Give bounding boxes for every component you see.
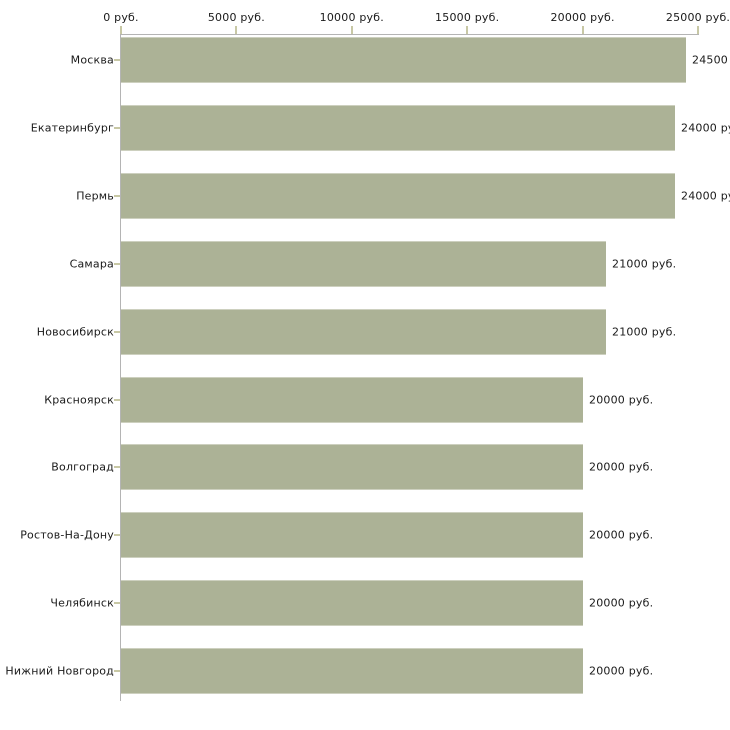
bar [121, 580, 583, 627]
x-axis-tick-label: 20000 руб. [550, 11, 615, 24]
bar [121, 104, 675, 151]
bar-value-label: 24000 руб. [681, 189, 730, 203]
x-axis-tick-mark [581, 26, 584, 34]
bar [121, 240, 606, 287]
y-axis-tick-mark [114, 602, 120, 605]
category-label: Москва [70, 53, 114, 67]
y-axis-tick-mark [114, 398, 120, 401]
category-label: Пермь [76, 189, 114, 203]
bar [121, 308, 606, 355]
bar [121, 648, 583, 695]
category-label: Нижний Новгород [5, 664, 114, 678]
y-axis-tick-mark [114, 330, 120, 333]
y-axis-tick-mark [114, 262, 120, 265]
x-axis-tick-label: 5000 руб. [207, 11, 265, 24]
bar-value-label: 20000 руб. [589, 528, 654, 542]
category-label: Ростов-На-Дону [20, 528, 114, 542]
x-axis-tick-mark [235, 26, 238, 34]
y-axis-line [120, 34, 121, 701]
y-axis-tick-mark [114, 466, 120, 469]
category-label: Екатеринбург [30, 121, 114, 135]
bar [121, 37, 686, 83]
bar-value-label: 20000 руб. [589, 664, 654, 678]
category-label: Самара [69, 257, 114, 271]
x-axis-tick-label: 0 руб. [103, 11, 139, 24]
x-axis-tick-mark [350, 26, 353, 34]
y-axis-tick-mark [114, 126, 120, 129]
bar [121, 172, 675, 219]
x-axis-tick-label: 15000 руб. [435, 11, 500, 24]
category-label: Красноярск [44, 393, 114, 406]
y-axis-tick-mark [114, 670, 120, 673]
bar [121, 444, 583, 491]
bar [121, 512, 583, 559]
category-label: Новосибирск [36, 325, 114, 339]
bar-value-label: 20000 руб. [589, 393, 654, 406]
x-axis-tick-label: 10000 руб. [319, 11, 384, 24]
bar-value-label: 20000 руб. [589, 596, 654, 610]
x-axis-tick-label: 25000 руб. [665, 11, 730, 24]
x-axis-tick-mark [466, 26, 469, 34]
category-label: Волгоград [51, 460, 114, 474]
x-axis-line [120, 34, 699, 35]
bar-value-label: 20000 руб. [589, 460, 654, 474]
x-axis-tick-mark [120, 26, 122, 34]
bar-value-label: 24500 руб. [692, 53, 730, 67]
bar [121, 376, 583, 423]
y-axis-tick-mark [114, 59, 120, 61]
bar-value-label: 21000 руб. [612, 257, 677, 271]
category-label: Челябинск [50, 596, 114, 610]
bar-value-label: 24000 руб. [681, 121, 730, 135]
bar-value-label: 21000 руб. [612, 325, 677, 339]
y-axis-tick-mark [114, 534, 120, 537]
y-axis-tick-mark [114, 194, 120, 197]
x-axis-tick-mark [697, 26, 699, 34]
